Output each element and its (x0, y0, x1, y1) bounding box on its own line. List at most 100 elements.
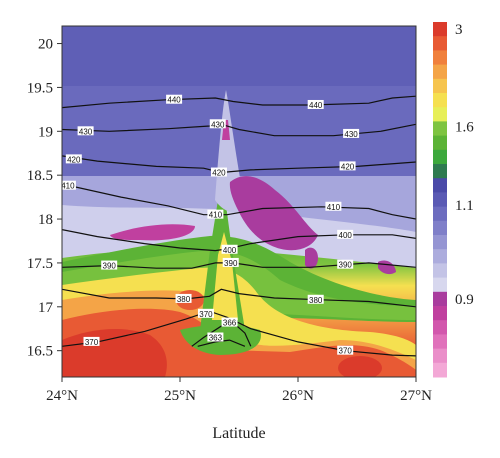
colorbar-swatch (433, 362, 447, 378)
contour-label: 370 (339, 347, 353, 356)
contour-label-bg (307, 294, 324, 304)
contour-label-bg (337, 345, 354, 355)
contour-label-bg (343, 128, 360, 138)
contour-label-bg (337, 259, 354, 269)
contour-label-bg (77, 126, 94, 136)
plot-frame (61, 25, 417, 378)
contour-label-bg (210, 167, 227, 177)
heatmap-field: 440 440 430 430 430 420 420 420 410 410 410 400 400 3… (61, 26, 416, 377)
colorbar-swatch (433, 235, 447, 250)
y-tick-label: 20 (38, 37, 53, 53)
contour-label: 400 (223, 246, 237, 255)
contour-line-380 (62, 288, 416, 308)
contour-label: 410 (327, 203, 341, 212)
contour-label: 390 (103, 262, 117, 271)
y-tick-label: 18.5 (27, 168, 53, 184)
colorbar: 3 1.6 1.1 0.9 (433, 22, 474, 378)
contour-label-bg (83, 336, 100, 346)
contour-line-440 (62, 95, 416, 109)
y-tick-label: 19.5 (27, 80, 53, 96)
contour-label: 440 (167, 96, 181, 105)
colorbar-swatch (433, 50, 447, 66)
contour-label: 380 (177, 295, 191, 304)
colorbar-swatch (433, 93, 447, 108)
contour-label-bg (175, 293, 192, 303)
contour-label: 420 (341, 162, 355, 171)
red-core-right (338, 356, 382, 377)
x-tick-label: 24°N (46, 388, 78, 404)
contour-label-bg (339, 161, 356, 171)
colorbar-swatch (433, 306, 447, 321)
x-tick-label: 26°N (282, 388, 314, 404)
magenta-patch-main (229, 176, 318, 251)
contour-label: 410 (61, 182, 75, 191)
contour-label-bg (101, 260, 118, 270)
contour-label: 390 (339, 261, 353, 270)
contour-label: 420 (212, 169, 226, 178)
y-tick-label: 16.5 (27, 344, 53, 360)
colorbar-swatch (433, 135, 447, 151)
colorbar-swatch (433, 277, 447, 293)
red-core-left (62, 328, 167, 377)
x-axis-label: Latitude (212, 425, 265, 442)
contour-label-bg (325, 201, 342, 211)
colorbar-swatch (433, 348, 447, 364)
contour-label-bg (307, 99, 324, 109)
colorbar-swatch (433, 64, 447, 80)
y-tick-label: 17 (38, 300, 54, 316)
colorbar-swatch (433, 320, 447, 335)
pale-purple-band (62, 205, 416, 268)
contour-label-bg (207, 209, 224, 219)
colorbar-swatch (433, 36, 447, 51)
colorbar-label: 1.6 (455, 120, 474, 136)
colorbar-label: 0.9 (455, 292, 474, 308)
colorbar-swatch (433, 334, 447, 350)
contour-line-370 (62, 310, 416, 357)
contour-label: 366 (223, 319, 237, 328)
colorbar-swatch (433, 78, 447, 94)
colorbar-swatch (433, 121, 447, 137)
colorbar-swatch (433, 220, 447, 236)
x-tick-label: 25°N (164, 388, 196, 404)
y-tick-label: 18 (38, 212, 53, 228)
contour-label-bg (337, 229, 354, 239)
contour-label: 370 (85, 338, 99, 347)
contour-label-bg (209, 119, 226, 129)
contour-label: 440 (309, 101, 323, 110)
contour-label-bg (197, 308, 214, 318)
magenta-patch-left (110, 224, 195, 241)
contour-label-bg (62, 180, 76, 190)
colorbar-swatch (433, 22, 447, 37)
colorbar-label: 1.1 (455, 198, 474, 214)
colorbar-swatch (433, 149, 447, 165)
contour-label: 430 (79, 127, 93, 136)
contour-label-bg (207, 332, 224, 342)
contour-label-bg (222, 257, 239, 267)
contour-label: 400 (339, 231, 353, 240)
contour-label-bg (221, 317, 238, 327)
contour-label-bg (65, 154, 82, 164)
colorbar-swatch (433, 249, 447, 264)
axes: 24°N 25°N 26°N 27°N 16.5 17 17.5 18 18.5 19 19.5 20 (27, 37, 432, 404)
contour-label: 363 (209, 334, 223, 343)
contour-label: 380 (309, 296, 323, 305)
contour-label: 430 (211, 120, 225, 129)
contour-label: 410 (209, 211, 223, 220)
colorbar-swatch (433, 192, 447, 208)
contour-lines: 440 440 430 430 430 420 420 420 410 410 410 400 400 3… (61, 94, 416, 357)
contour-label: 370 (199, 310, 213, 319)
contour-label-bg (166, 94, 183, 104)
colorbar-swatch (433, 206, 447, 222)
colorbar-label: 3 (455, 22, 463, 38)
magenta-patch-mid (305, 247, 318, 269)
contour-label: 430 (344, 130, 358, 139)
x-tick-label: 27°N (400, 388, 432, 404)
contour-label-bg (221, 244, 238, 254)
contour-label: 390 (224, 259, 238, 268)
colorbar-swatch (433, 178, 447, 193)
colorbar-swatch (433, 164, 447, 179)
y-tick-label: 17.5 (27, 256, 53, 272)
colorbar-swatch (433, 107, 447, 122)
central-yellow-column (212, 232, 238, 320)
colorbar-swatch (433, 263, 447, 279)
